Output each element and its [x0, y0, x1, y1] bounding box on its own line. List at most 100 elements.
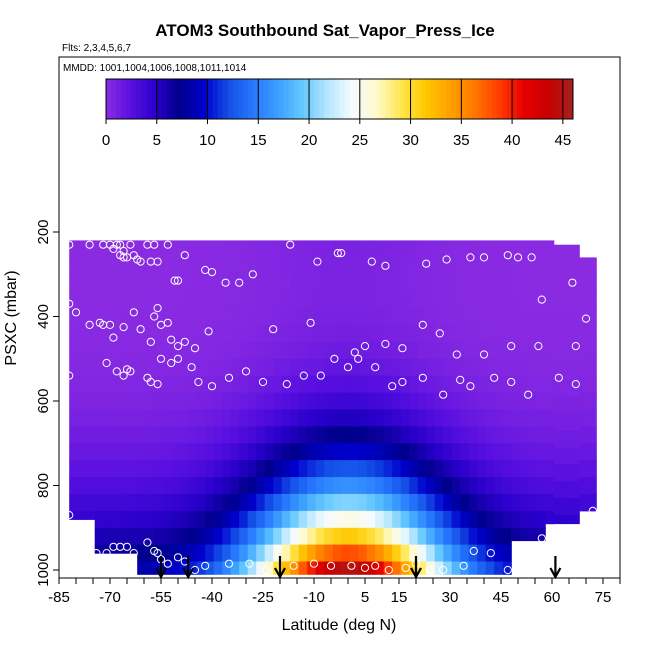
heatmap-cell — [281, 561, 291, 575]
heatmap-cell — [545, 308, 555, 326]
heatmap-cell — [443, 477, 453, 495]
heatmap-cell — [196, 358, 206, 377]
heatmap-cell — [213, 544, 223, 563]
heatmap-cell — [111, 392, 121, 411]
colorbar-swatch — [369, 79, 376, 119]
heatmap-cell — [171, 257, 181, 275]
heatmap-cell — [145, 291, 155, 309]
heatmap-cell — [247, 510, 257, 529]
observation-point — [418, 373, 427, 382]
heatmap-cell — [205, 426, 215, 444]
heatmap-cell — [307, 460, 317, 478]
heatmap-cell — [502, 324, 512, 343]
heatmap-cell — [494, 561, 504, 575]
heatmap-cell — [545, 291, 555, 309]
heatmap-cell — [77, 409, 87, 427]
heatmap-cell — [205, 341, 215, 360]
heatmap-cell — [179, 358, 189, 377]
heatmap-cell — [366, 257, 376, 275]
heatmap-cell — [264, 510, 274, 529]
heatmap-cell — [298, 358, 308, 377]
observation-point — [116, 240, 125, 249]
colorbar-swatch — [207, 79, 214, 119]
heatmap-cell — [171, 510, 181, 529]
heatmap-cell — [341, 460, 351, 478]
heatmap-cell — [383, 274, 393, 292]
heatmap-cell — [587, 409, 597, 427]
heatmap-cell — [230, 493, 240, 512]
observation-point — [201, 561, 210, 570]
heatmap-cell — [77, 291, 87, 309]
heatmap-cell — [400, 291, 410, 309]
heatmap-cell — [230, 409, 240, 427]
heatmap-cell — [349, 544, 359, 563]
heatmap-cell — [417, 291, 427, 309]
heatmap-cell — [307, 443, 317, 461]
heatmap-cell — [426, 527, 436, 546]
heatmap-cell — [196, 477, 206, 495]
heatmap-cell — [298, 544, 308, 563]
heatmap-cell — [171, 527, 181, 546]
heatmap-cell — [494, 324, 504, 343]
heatmap-cell — [103, 308, 113, 326]
heatmap-cell — [519, 308, 529, 326]
heatmap-cell — [77, 493, 87, 512]
x-tick-label: -70 — [99, 589, 121, 606]
heatmap-cell — [494, 341, 504, 360]
heatmap-cell — [273, 561, 283, 575]
heatmap-cell — [128, 375, 138, 394]
heatmap-cell — [222, 544, 232, 563]
heatmap-cell — [579, 257, 589, 275]
heatmap-cell — [86, 358, 96, 377]
heatmap-cell — [392, 324, 402, 343]
observation-point — [581, 314, 591, 323]
heatmap-cell — [570, 515, 580, 525]
heatmap-cell — [460, 561, 470, 575]
heatmap-cell — [383, 510, 393, 529]
observation-point — [180, 337, 189, 346]
heatmap-cell — [400, 493, 410, 512]
observation-point — [153, 304, 162, 313]
heatmap-cell — [103, 257, 113, 275]
heatmap-cell — [349, 375, 359, 394]
observation-point — [479, 350, 489, 359]
heatmap-cell — [341, 308, 351, 326]
observation-point — [65, 299, 74, 308]
heatmap-cell — [179, 375, 189, 394]
heatmap-cell — [392, 257, 402, 275]
heatmap-cell — [460, 358, 470, 377]
heatmap-cell — [477, 375, 487, 394]
heatmap-cell — [281, 392, 291, 411]
observation-point — [136, 257, 145, 266]
observation-point — [537, 534, 546, 543]
heatmap-cell — [86, 392, 96, 411]
heatmap-cell — [324, 460, 334, 478]
observation-point — [571, 342, 580, 351]
heatmap-cell — [222, 375, 232, 394]
heatmap-cell — [162, 375, 172, 394]
heatmap-cell — [196, 527, 206, 546]
heatmap-cell — [247, 443, 257, 461]
heatmap-cell — [553, 515, 563, 525]
heatmap-cell — [154, 493, 164, 512]
heatmap-cell — [536, 324, 546, 343]
heatmap-cell — [400, 358, 410, 377]
heatmap-cell — [460, 544, 470, 563]
heatmap-cell — [264, 375, 274, 394]
heatmap-cell — [349, 477, 359, 495]
heatmap-cell — [86, 375, 96, 394]
heatmap-cell — [417, 257, 427, 275]
heatmap-cell — [128, 341, 138, 360]
heatmap-cell — [230, 544, 240, 563]
heatmap-cell — [460, 426, 470, 444]
heatmap-cell — [315, 426, 325, 444]
heatmap-cell — [434, 358, 444, 377]
heatmap-cell — [451, 460, 461, 478]
x-tick-label: -85 — [48, 589, 70, 606]
heatmap-cell — [477, 527, 487, 546]
heatmap-cell — [587, 426, 597, 444]
observation-point — [224, 373, 234, 382]
heatmap-cell — [375, 527, 385, 546]
heatmap-cell — [468, 291, 478, 309]
heatmap-cell — [587, 257, 597, 275]
